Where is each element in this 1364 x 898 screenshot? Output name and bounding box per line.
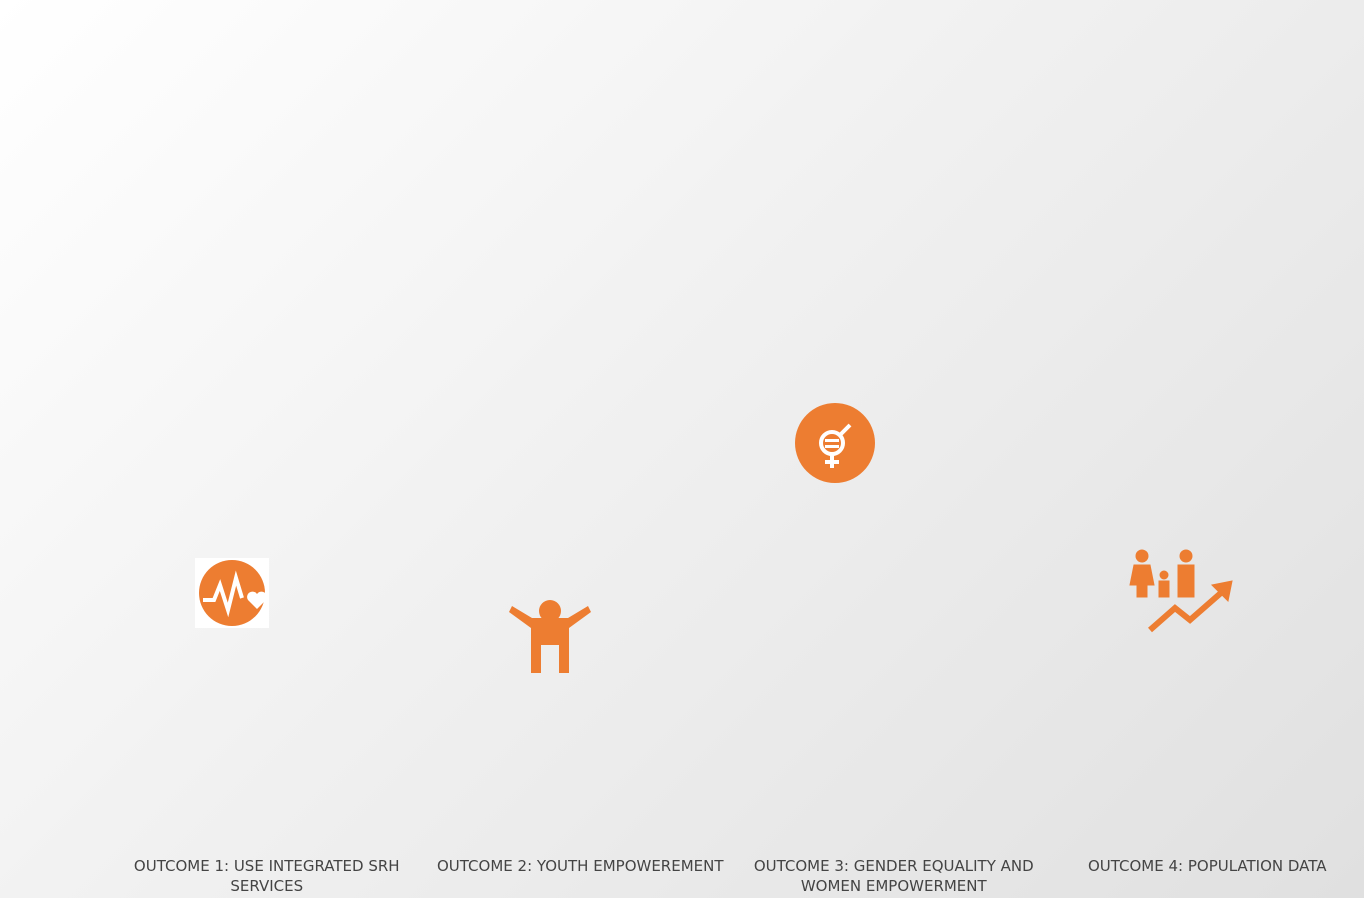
icon-population xyxy=(1129,549,1233,633)
x-tick-label: OUTCOME 4: POPULATION DATA xyxy=(1087,857,1327,875)
x-tick-label: OUTCOME 1: USE INTEGRATED SRH SERVICES xyxy=(133,857,400,895)
icon-gender xyxy=(795,403,875,483)
x-tick-label: OUTCOME 2: YOUTH EMPOWEREMENT xyxy=(436,857,724,875)
icon-youth xyxy=(509,600,591,673)
icon-health xyxy=(195,558,269,628)
x-tick-label: OUTCOME 3: GENDER EQUALITY AND WOMEN EMP… xyxy=(753,857,1034,895)
